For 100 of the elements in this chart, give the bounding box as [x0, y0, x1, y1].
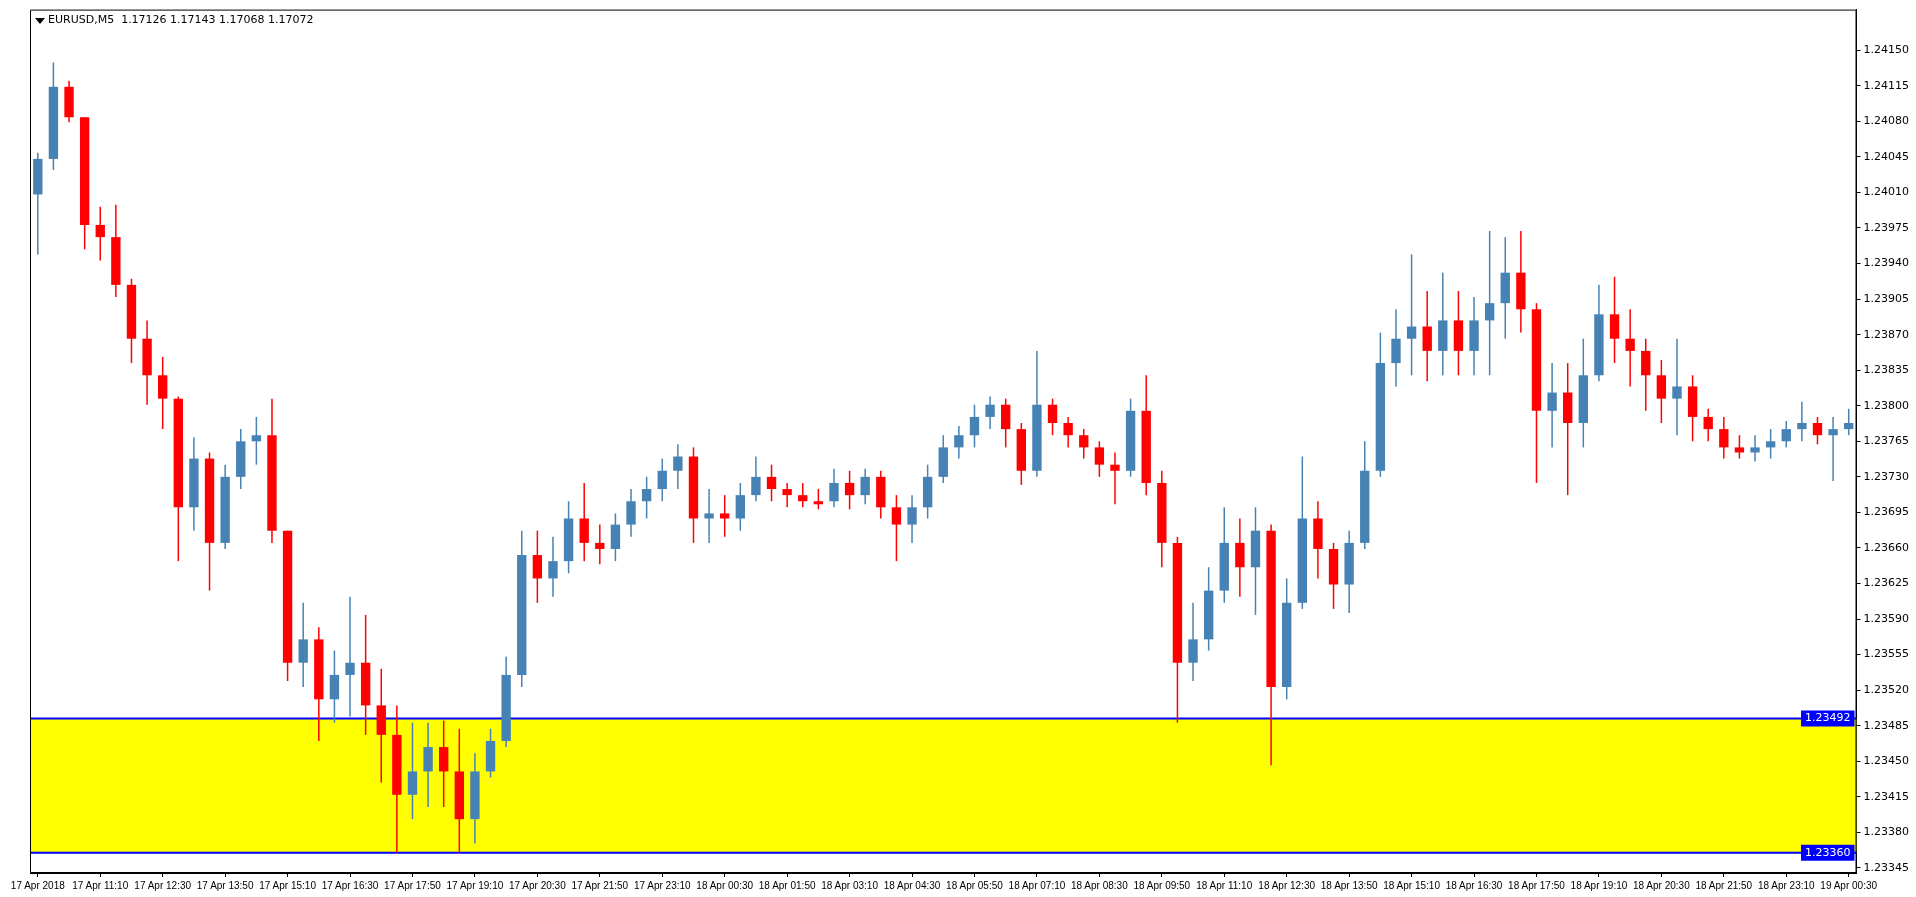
chart-title: EURUSD,M5 1.17126 1.17143 1.17068 1.17072: [48, 13, 314, 27]
x-tick-label: 19 Apr 00:30: [1820, 879, 1878, 891]
candlestick: [1765, 428, 1776, 460]
candlestick: [891, 494, 902, 562]
candlestick: [766, 463, 777, 502]
candlestick: [626, 488, 636, 538]
candlestick: [1828, 416, 1838, 482]
candlestick: [751, 455, 761, 502]
candlestick: [158, 356, 168, 430]
candlestick: [595, 523, 605, 565]
candlestick: [798, 482, 808, 509]
y-tick-label: 1.24150: [1863, 43, 1910, 57]
x-tick-label: 17 Apr 19:10: [446, 879, 504, 891]
x-tick-label: 18 Apr 03:10: [821, 879, 879, 891]
candlestick: [1110, 451, 1120, 506]
candlestick: [532, 529, 543, 604]
candlestick: [720, 494, 730, 538]
candlestick: [1484, 230, 1495, 377]
y-tick-label: 1.23730: [1863, 469, 1910, 483]
x-tick-label: 18 Apr 21:50: [1695, 879, 1753, 891]
candlestick: [1063, 416, 1073, 449]
candlestick: [1406, 253, 1417, 377]
ref-line-label: 1.23492: [1805, 711, 1851, 725]
candlestick: [1812, 416, 1823, 446]
candlestick: [1656, 359, 1667, 424]
candlestick: [985, 395, 995, 430]
x-tick-label: 18 Apr 20:30: [1633, 879, 1691, 891]
candlestick: [1672, 337, 1682, 436]
x-tick-label: 18 Apr 13:50: [1320, 879, 1378, 891]
x-tick-label: 18 Apr 15:10: [1383, 879, 1441, 891]
candlestick: [813, 488, 824, 511]
candlestick: [1625, 308, 1635, 388]
y-tick-label: 1.23625: [1863, 576, 1910, 590]
y-tick-label: 1.23800: [1863, 398, 1910, 412]
y-tick-label: 1.23555: [1863, 647, 1910, 661]
candlestick: [954, 425, 964, 460]
candlestick: [860, 467, 870, 506]
candlestick: [251, 416, 262, 466]
y-tick-label: 1.24010: [1863, 185, 1910, 199]
x-tick-label: 17 Apr 17:50: [384, 879, 442, 891]
candlestick: [548, 536, 558, 598]
y-tick-label: 1.23345: [1863, 860, 1910, 874]
y-tick-label: 1.23415: [1863, 789, 1910, 803]
x-tick-label: 17 Apr 23:10: [633, 879, 692, 891]
x-tick-label: 18 Apr 19:10: [1570, 879, 1628, 891]
x-tick-label: 17 Apr 12:30: [134, 879, 192, 891]
candlestick: [1047, 397, 1058, 436]
candlestick: [1797, 400, 1807, 443]
candlestick: [1703, 408, 1713, 443]
x-tick-label: 18 Apr 09:50: [1133, 879, 1191, 891]
x-tick-label: 17 Apr 15:10: [259, 879, 317, 891]
x-tick-label: 18 Apr 05:50: [946, 879, 1004, 891]
x-tick-label: 18 Apr 01:50: [758, 879, 816, 891]
candlestick: [673, 443, 683, 490]
x-tick-label: 18 Apr 11:10: [1196, 879, 1253, 891]
x-tick-label: 17 Apr 16:30: [321, 879, 379, 891]
candlestick: [1734, 434, 1745, 460]
x-tick-label: 18 Apr 00:30: [696, 879, 754, 891]
candlestick: [298, 602, 308, 688]
candlestick: [704, 488, 714, 544]
y-tick-label: 1.24115: [1863, 78, 1910, 92]
ref-line-label: 1.23360: [1805, 845, 1851, 859]
candlestick: [907, 494, 917, 544]
candlestick: [657, 457, 667, 502]
candlestick: [407, 721, 418, 820]
x-tick-label: 18 Apr 23:10: [1757, 879, 1816, 891]
candlestick: [1094, 440, 1105, 478]
y-tick-label: 1.23660: [1863, 540, 1910, 554]
candlestick: [1719, 416, 1729, 460]
x-tick-label: 18 Apr 17:50: [1508, 879, 1566, 891]
candlestick: [782, 482, 792, 509]
y-tick-label: 1.23450: [1863, 754, 1910, 768]
candlestick: [829, 467, 839, 509]
y-tick-label: 1.23380: [1863, 825, 1910, 839]
x-tick-label: 17 Apr 11:10: [72, 879, 129, 891]
x-tick-label: 18 Apr 07:10: [1008, 879, 1066, 891]
x-tick-label: 17 Apr 20:30: [509, 879, 567, 891]
candlestick: [1750, 434, 1760, 463]
x-tick-label: 18 Apr 08:30: [1071, 879, 1129, 891]
candlestick: [1188, 602, 1198, 682]
candlestick: [95, 205, 105, 262]
candlestick: [1547, 362, 1557, 449]
x-tick-label: 17 Apr 13:50: [196, 879, 254, 891]
y-tick-label: 1.23940: [1863, 256, 1910, 270]
candlestick: [641, 476, 652, 520]
y-tick-label: 1.23870: [1863, 327, 1910, 341]
candlestick: [735, 482, 745, 532]
y-tick-label: 1.23485: [1863, 718, 1910, 732]
candlestick: [1781, 420, 1791, 449]
x-tick-label: 18 Apr 04:30: [883, 879, 941, 891]
y-tick-label: 1.23975: [1863, 220, 1910, 234]
y-tick-label: 1.23520: [1863, 683, 1910, 697]
y-tick-label: 1.24045: [1863, 149, 1910, 163]
y-tick-label: 1.24080: [1863, 114, 1910, 128]
candlestick: [969, 403, 980, 449]
x-tick-label: 18 Apr 16:30: [1445, 879, 1503, 891]
candlestick: [1079, 428, 1089, 460]
y-tick-label: 1.23765: [1863, 434, 1910, 448]
x-tick-label: 18 Apr 12:30: [1258, 879, 1316, 891]
y-tick-label: 1.23695: [1863, 505, 1910, 519]
